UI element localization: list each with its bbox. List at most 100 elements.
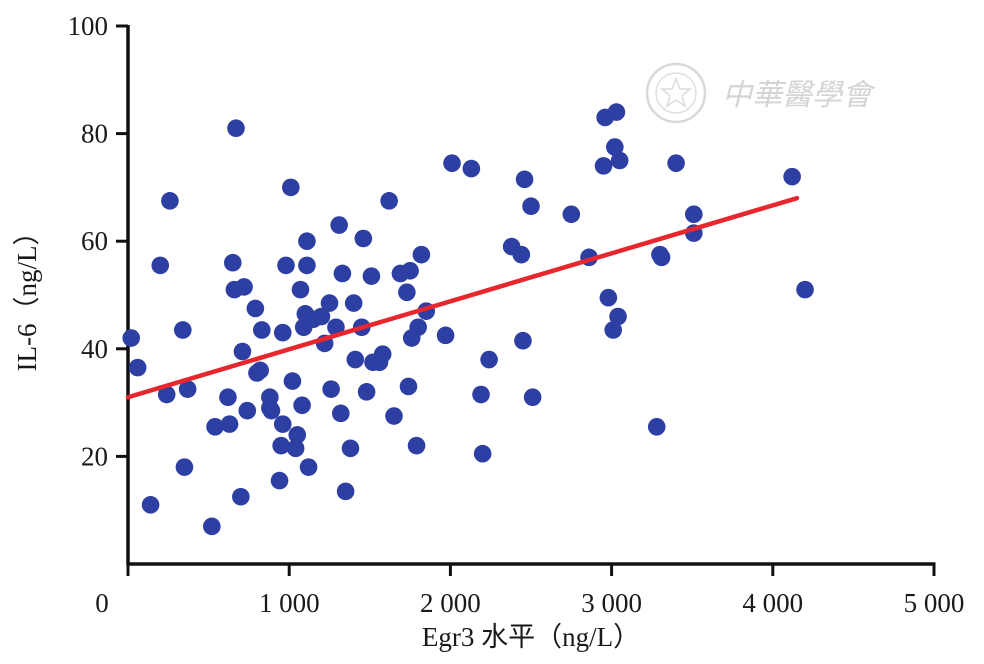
- scatter-point: [330, 216, 348, 234]
- x-tick-label: 4 000: [742, 588, 803, 618]
- watermark: 中華醫學會: [645, 62, 876, 124]
- scatter-point: [293, 396, 311, 415]
- scatter-point: [161, 192, 179, 210]
- scatter-point: [344, 294, 363, 312]
- scatter-point: [174, 321, 192, 339]
- scatter-point: [327, 318, 345, 337]
- scatter-point: [512, 245, 531, 264]
- y-tick-label: 60: [81, 226, 108, 256]
- scatter-point: [219, 388, 237, 407]
- scatter-point: [286, 439, 305, 458]
- scatter-point: [298, 256, 316, 275]
- scatter-point: [251, 361, 269, 380]
- axes: [126, 25, 936, 566]
- scatter-point: [523, 388, 542, 407]
- trend-line: [125, 195, 800, 400]
- scatter-point: [398, 283, 416, 302]
- scatter-point: [647, 418, 666, 436]
- scatter-point: [401, 261, 419, 280]
- scatter-point: [238, 401, 257, 420]
- scatter-point: [283, 372, 302, 390]
- scatter-point: [796, 280, 814, 299]
- scatter-point: [412, 245, 431, 264]
- scatter-point: [141, 496, 160, 514]
- data-points: [122, 103, 814, 536]
- x-axis-ticks: 0 1 000 2 000 3 000 4 000 5 000: [95, 564, 964, 618]
- scatter-point: [604, 321, 623, 339]
- scatter-point: [443, 154, 461, 172]
- watermark-seal-emblem: [660, 76, 692, 108]
- scatter-point: [562, 205, 581, 224]
- scatter-point: [380, 192, 398, 210]
- scatter-point: [341, 439, 360, 458]
- scatter-point: [282, 178, 300, 197]
- scatter-point: [270, 471, 289, 490]
- scatter-point: [685, 205, 703, 224]
- scatter-point: [227, 119, 245, 138]
- scatter-point: [357, 383, 376, 401]
- scatter-point: [178, 380, 197, 398]
- y-axis-ticks: 20 40 60 80 100: [68, 11, 128, 471]
- scatter-point: [277, 256, 295, 275]
- scatter-point: [246, 299, 265, 318]
- scatter-point: [606, 138, 624, 156]
- y-axis-label: IL-6（ng/L）: [12, 219, 42, 372]
- scatter-point: [472, 385, 490, 404]
- scatter-point: [233, 342, 252, 361]
- scatter-point: [262, 401, 281, 420]
- scatter-point: [122, 329, 141, 347]
- scatter-point: [272, 436, 290, 455]
- scatter-point: [331, 404, 350, 423]
- scatter-point: [599, 288, 618, 307]
- scatter-point: [298, 232, 316, 250]
- scatter-point: [157, 385, 176, 404]
- scatter-point: [322, 380, 340, 398]
- x-tick-label: 5 000: [904, 588, 965, 618]
- scatter-point: [312, 307, 331, 326]
- scatter-point: [291, 280, 310, 299]
- scatter-point: [373, 345, 392, 363]
- scatter-point: [273, 415, 292, 433]
- x-tick-label: 2 000: [420, 588, 481, 618]
- scatter-point: [220, 415, 239, 433]
- scatter-point: [362, 267, 381, 285]
- scatter-point: [607, 103, 626, 121]
- scatter-point: [610, 151, 629, 170]
- scatter-point: [299, 458, 318, 476]
- scatter-point: [462, 159, 481, 178]
- scatter-point: [206, 418, 224, 436]
- scatter-point: [473, 444, 492, 463]
- scatter-point: [407, 436, 426, 455]
- scatter-point: [522, 197, 540, 216]
- scatter-point: [223, 253, 242, 272]
- scatter-point: [609, 307, 627, 326]
- scatter-point: [175, 458, 194, 476]
- scatter-point: [594, 157, 613, 175]
- trend-line-group: [125, 195, 800, 400]
- watermark-text: 中華醫學會: [722, 78, 876, 113]
- scatter-point: [151, 256, 170, 275]
- scatter-point: [515, 170, 534, 189]
- scatter-point: [385, 407, 403, 425]
- scatter-point: [409, 318, 427, 337]
- x-tick-label: 1 000: [259, 588, 320, 618]
- scatter-point: [232, 487, 250, 506]
- y-tick-label: 40: [81, 334, 108, 364]
- scatter-point: [354, 229, 373, 248]
- x-tick-label: 0: [95, 588, 109, 618]
- y-tick-label: 80: [81, 119, 108, 149]
- scatter-point: [235, 278, 253, 296]
- x-tick-label: 3 000: [581, 588, 642, 618]
- watermark-seal-inner-ring: [655, 72, 697, 114]
- y-tick-label: 20: [81, 441, 108, 471]
- scatter-point: [252, 321, 271, 339]
- x-axis-label: Egr3 水平（ng/L）: [422, 622, 640, 652]
- scatter-point: [436, 326, 455, 345]
- scatter-point: [336, 482, 355, 501]
- scatter-point: [203, 517, 221, 536]
- scatter-point: [273, 323, 292, 342]
- scatter-point: [346, 350, 365, 369]
- scatter-point: [514, 331, 532, 350]
- scatter-point: [399, 377, 418, 396]
